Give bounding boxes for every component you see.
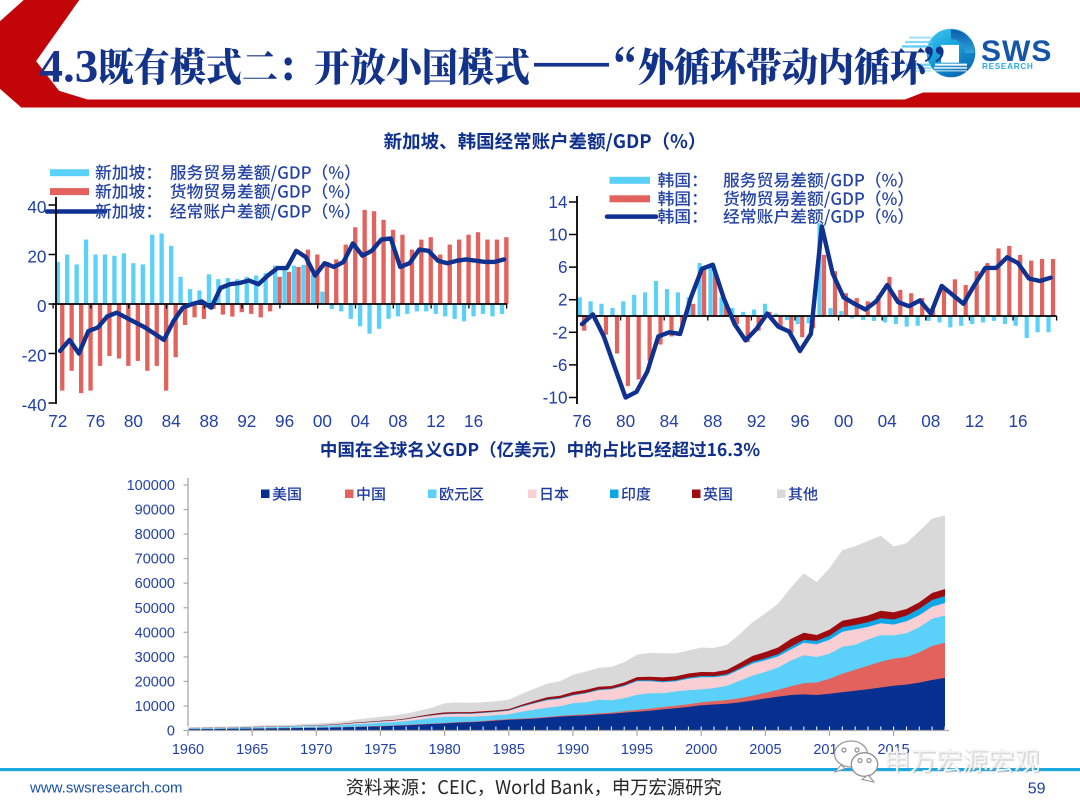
svg-text:84: 84 [162,411,182,431]
svg-text:90000: 90000 [135,503,175,519]
svg-text:59: 59 [1028,781,1046,798]
svg-text:72: 72 [48,411,67,431]
svg-text:-20: -20 [22,346,47,366]
svg-text:2: 2 [558,290,568,310]
svg-text:2005: 2005 [749,742,781,758]
svg-text:1970: 1970 [300,742,332,758]
svg-text:12: 12 [426,411,445,431]
svg-text:76: 76 [572,411,591,431]
svg-text:40: 40 [27,197,46,217]
svg-text:70000: 70000 [135,552,175,568]
svg-text:76: 76 [86,411,105,431]
svg-text:2000: 2000 [685,742,717,758]
svg-text:2015: 2015 [877,742,909,758]
svg-text:04: 04 [878,411,898,431]
svg-text:16: 16 [1008,411,1027,431]
svg-text:0: 0 [167,724,175,740]
svg-text:80: 80 [124,411,143,431]
svg-text:20000: 20000 [135,674,175,690]
svg-text:SWS: SWS [981,35,1052,68]
svg-text:08: 08 [921,411,940,431]
svg-text:1980: 1980 [428,742,460,758]
svg-text:0: 0 [37,296,47,316]
svg-text:-2: -2 [552,322,567,342]
svg-text:00: 00 [834,411,853,431]
svg-text:96: 96 [790,411,809,431]
svg-text:20: 20 [27,247,46,267]
svg-text:www.swsresearch.com: www.swsresearch.com [29,780,183,797]
svg-text:80000: 80000 [135,527,175,543]
svg-text:-10: -10 [543,388,568,408]
svg-text:96: 96 [275,411,294,431]
svg-text:88: 88 [703,411,722,431]
svg-text:10: 10 [548,225,567,245]
svg-text:40000: 40000 [135,625,175,641]
svg-text:88: 88 [199,411,218,431]
svg-text:10000: 10000 [135,699,175,715]
svg-text:-40: -40 [22,395,47,415]
svg-text:1995: 1995 [621,742,653,758]
svg-text:1985: 1985 [493,742,525,758]
svg-text:12: 12 [965,411,984,431]
svg-text:1960: 1960 [172,742,204,758]
svg-text:50000: 50000 [135,601,175,617]
svg-text:4.3: 4.3 [40,41,99,93]
svg-text:1990: 1990 [557,742,589,758]
svg-text:04: 04 [351,411,371,431]
svg-text:14: 14 [548,192,568,212]
svg-text:16: 16 [464,411,483,431]
svg-text:RESEARCH: RESEARCH [982,62,1034,71]
svg-text:6: 6 [558,257,568,277]
svg-text:92: 92 [237,411,256,431]
svg-text:1965: 1965 [236,742,268,758]
svg-text:00: 00 [313,411,332,431]
svg-text:100000: 100000 [127,478,175,494]
svg-text:30000: 30000 [135,650,175,666]
svg-text:-6: -6 [552,355,567,375]
svg-text:92: 92 [747,411,766,431]
svg-text:60000: 60000 [135,576,175,592]
svg-text:80: 80 [616,411,635,431]
svg-text:08: 08 [388,411,407,431]
svg-text:84: 84 [660,411,680,431]
svg-text:1975: 1975 [364,742,396,758]
